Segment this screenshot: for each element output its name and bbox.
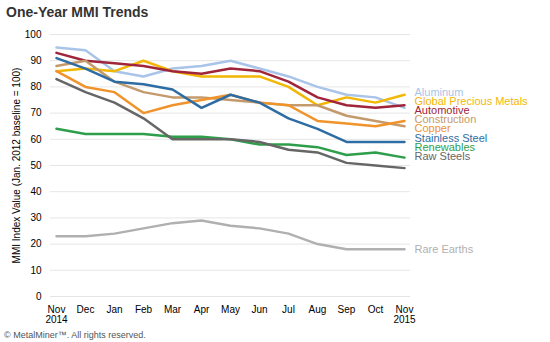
svg-text:90: 90 [30,55,42,66]
html-text:One-Year MMI Trends: One-Year MMI Trends [6,4,149,20]
html-text:© MetalMiner™. All rights rese: © MetalMiner™. All rights reserved. [4,330,146,340]
svg-text:60: 60 [30,134,42,145]
svg-text:Construction: Construction [414,113,477,126]
svg-text:May: May [221,304,240,315]
svg-text:100: 100 [25,29,42,40]
svg-text:Sep: Sep [338,304,356,315]
svg-text:Oct: Oct [368,304,384,315]
svg-text:Apr: Apr [194,304,210,315]
svg-text:Copper: Copper [414,122,451,135]
svg-text:70: 70 [30,107,42,118]
svg-text:Jul: Jul [282,304,295,315]
svg-text:Aluminum: Aluminum [414,85,464,98]
svg-text:50: 50 [30,160,42,171]
svg-text:10: 10 [30,265,42,276]
svg-text:30: 30 [30,212,42,223]
svg-text:0: 0 [36,291,42,302]
svg-text:40: 40 [30,186,42,197]
svg-text:80: 80 [30,81,42,92]
svg-text:MMI Index Value (Jan. 2012 bas: MMI Index Value (Jan. 2012 baseline = 10… [11,68,22,264]
svg-text:Rare Earths: Rare Earths [415,243,474,255]
svg-text:Nov2015: Nov2015 [393,304,416,325]
svg-text:Automotive: Automotive [414,104,470,116]
svg-text:Dec: Dec [77,304,95,315]
svg-text:Renewables: Renewables [414,140,475,153]
svg-text:Jan: Jan [106,304,122,315]
svg-text:Raw Steels: Raw Steels [415,150,471,162]
svg-text:Aug: Aug [309,304,327,315]
svg-text:Nov2014: Nov2014 [45,304,68,325]
svg-text:Stainless Steel: Stainless Steel [414,131,488,144]
svg-text:20: 20 [30,238,42,249]
svg-text:Feb: Feb [135,304,153,315]
svg-text:Global Precious Metals: Global Precious Metals [414,94,528,107]
svg-text:Mar: Mar [164,304,182,315]
svg-text:Jun: Jun [251,304,267,315]
